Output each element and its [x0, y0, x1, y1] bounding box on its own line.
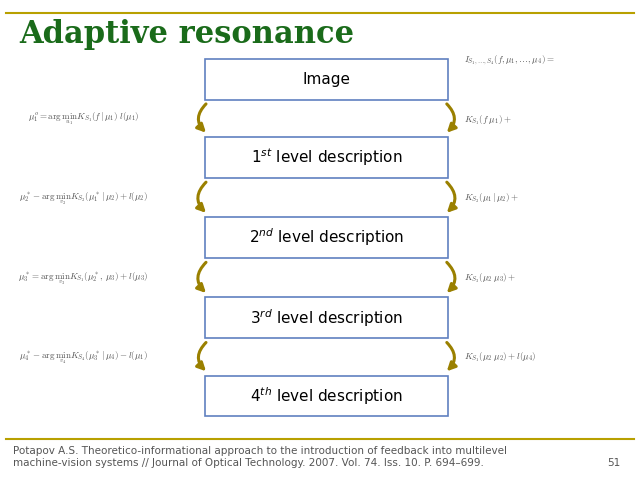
Text: 3$^{rd}$ level description: 3$^{rd}$ level description	[250, 307, 403, 329]
Text: 1$^{st}$ level description: 1$^{st}$ level description	[251, 146, 402, 168]
FancyBboxPatch shape	[205, 297, 448, 338]
Text: Adaptive resonance: Adaptive resonance	[19, 19, 355, 50]
Text: $I_{S_1,\ldots,S_4}(f,\mu_1,\ldots,\mu_4) =$: $I_{S_1,\ldots,S_4}(f,\mu_1,\ldots,\mu_4…	[464, 53, 555, 67]
Text: Potapov A.S. Theoretico-informational approach to the introduction of feedback i: Potapov A.S. Theoretico-informational ap…	[13, 446, 507, 468]
Text: $\mu_3^* = \arg\min_{v_3} K_{S_1}(\mu_2^*,\;\mu_3) + l(\mu_3)$: $\mu_3^* = \arg\min_{v_3} K_{S_1}(\mu_2^…	[18, 270, 148, 287]
Text: $K_{S_2}(\mu_1\,|\,\mu_2)+$: $K_{S_2}(\mu_1\,|\,\mu_2)+$	[464, 192, 519, 205]
Text: $\mu_4^* - \arg\min_{v_4} K_{S_4}(\mu_3^*\,|\,\mu_4) - l(\mu_1)$: $\mu_4^* - \arg\min_{v_4} K_{S_4}(\mu_3^…	[19, 349, 148, 366]
FancyBboxPatch shape	[205, 137, 448, 178]
Text: $\mu_2^* - \arg\min_{v_2} K_{S_2}(\mu_1^*\,|\,\mu_2) + l(\mu_2)$: $\mu_2^* - \arg\min_{v_2} K_{S_2}(\mu_1^…	[19, 190, 148, 206]
Text: 51: 51	[607, 458, 621, 468]
Text: $\mu_1^o = \arg\min_{u_1} K_{S_1}(f\,|\,\mu_1)\;l(\mu_1)$: $\mu_1^o = \arg\min_{u_1} K_{S_1}(f\,|\,…	[28, 110, 139, 127]
Text: $K_{S_1}(f\;\mu_1)+$: $K_{S_1}(f\;\mu_1)+$	[464, 113, 511, 127]
Text: $K_{S_1}(\mu_2\;\mu_2) + l(\mu_4)$: $K_{S_1}(\mu_2\;\mu_2) + l(\mu_4)$	[464, 351, 536, 364]
FancyBboxPatch shape	[205, 217, 448, 258]
Text: 4$^{th}$ level description: 4$^{th}$ level description	[250, 385, 403, 407]
FancyBboxPatch shape	[205, 59, 448, 100]
FancyBboxPatch shape	[205, 375, 448, 417]
Text: 2$^{nd}$ level description: 2$^{nd}$ level description	[249, 227, 404, 249]
Text: Image: Image	[302, 72, 351, 87]
Text: $K_{S_3}(\mu_2\;\mu_3)+$: $K_{S_3}(\mu_2\;\mu_3)+$	[464, 272, 516, 285]
